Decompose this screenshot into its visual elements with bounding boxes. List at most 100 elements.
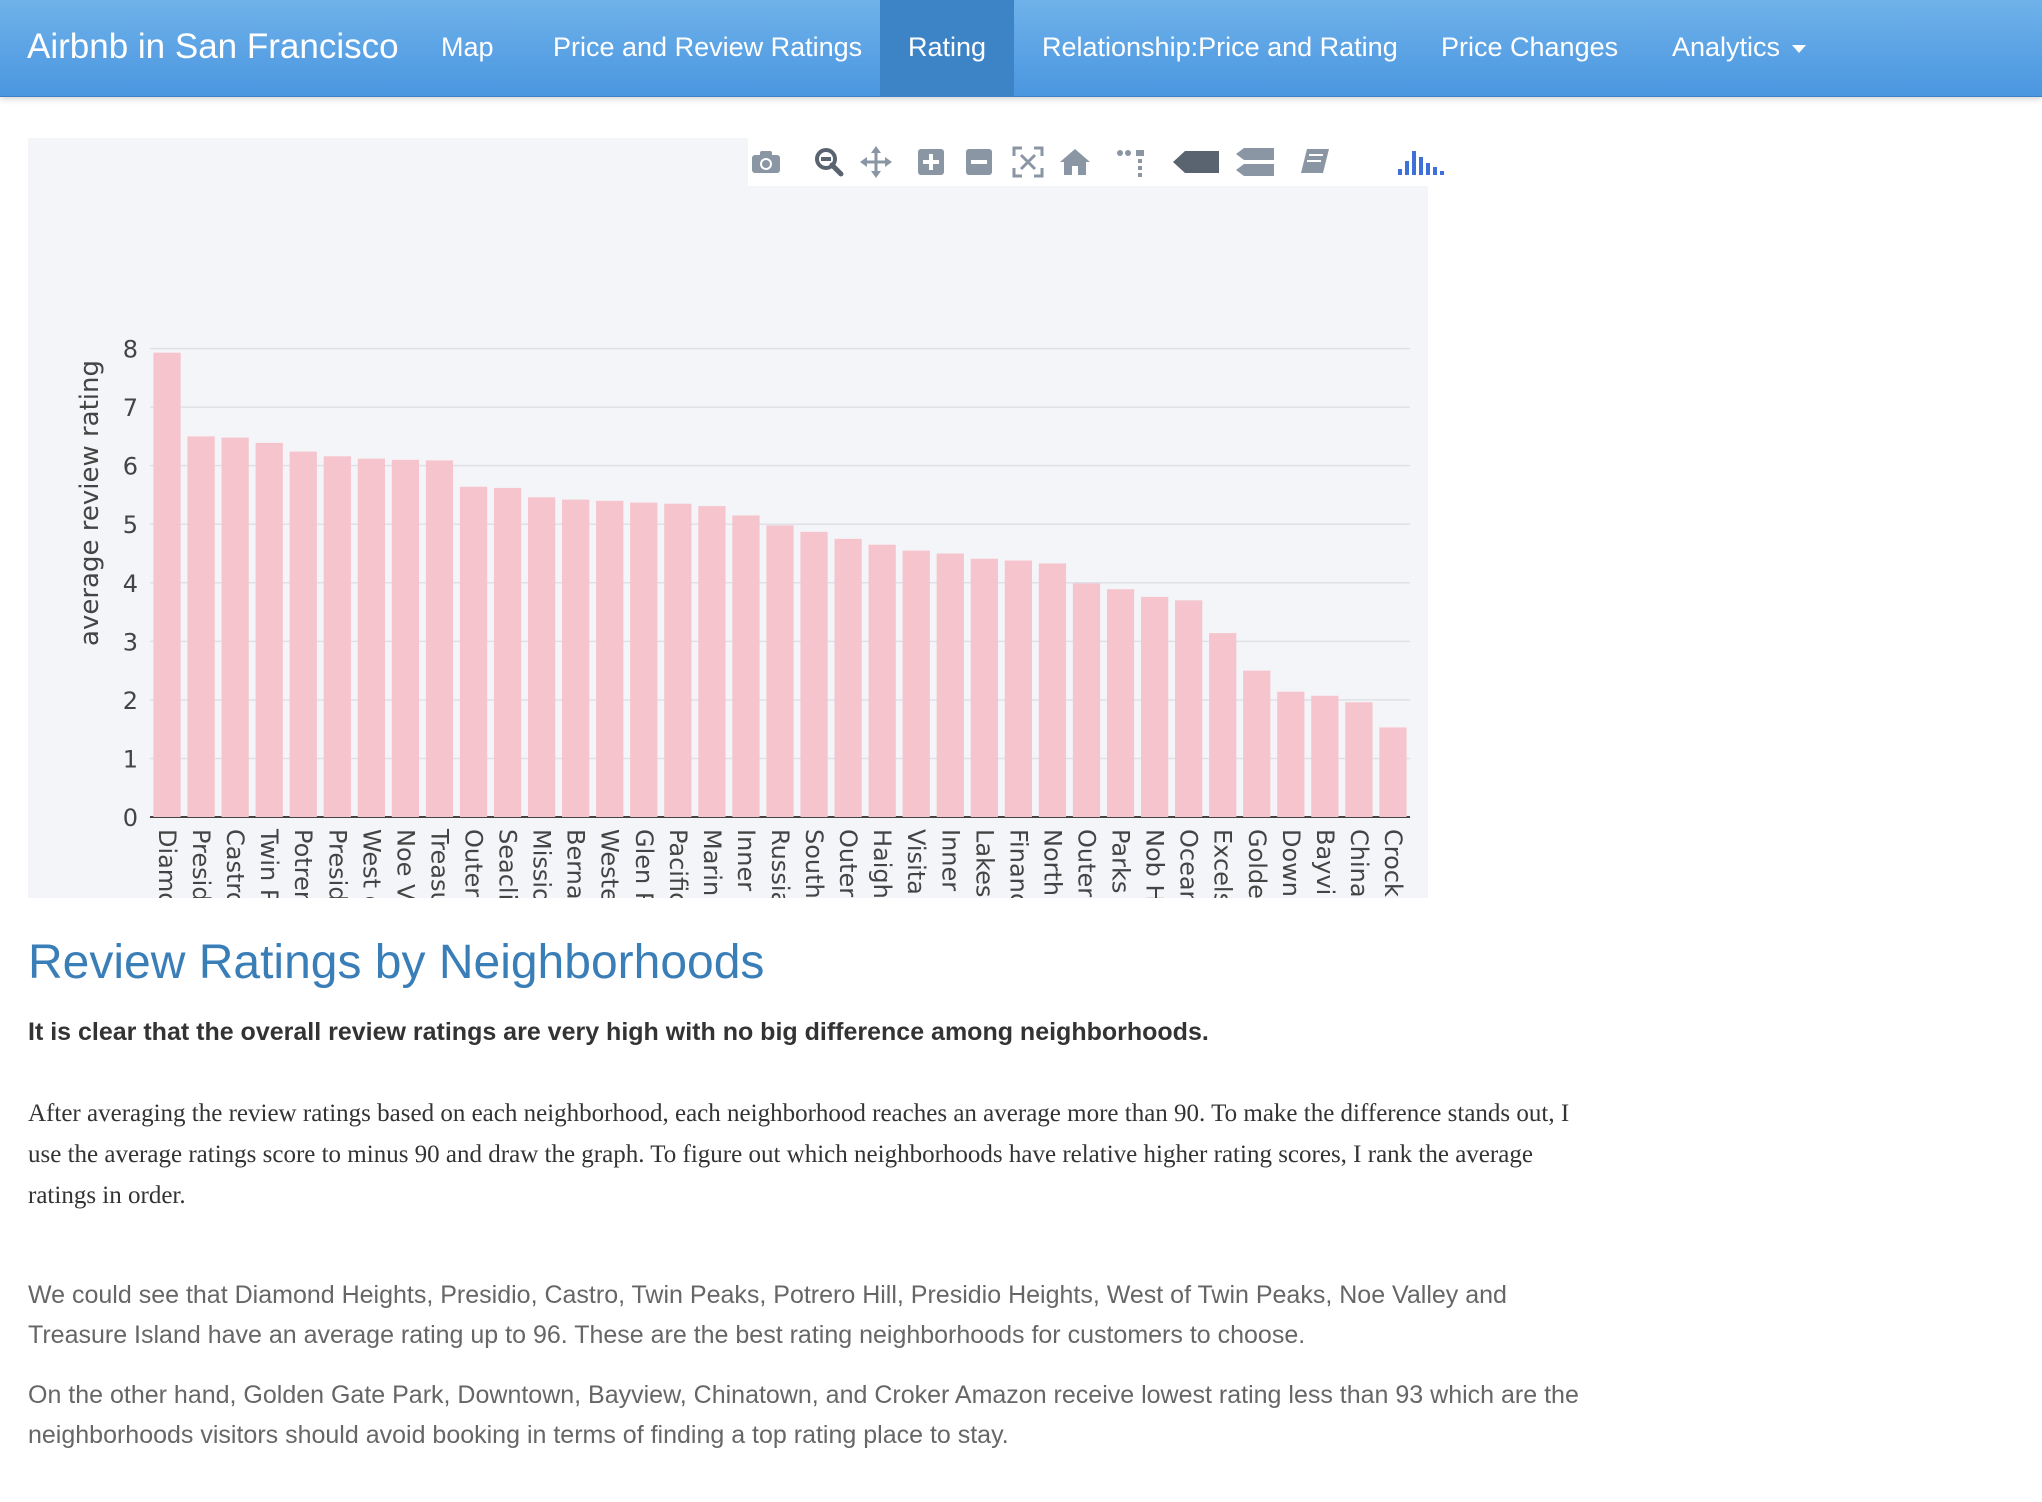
- chart-bars: [153, 352, 1407, 817]
- chart-bar[interactable]: [698, 506, 726, 817]
- edit-in-chart-studio-icon[interactable]: [1298, 147, 1332, 177]
- hover-compare-icon[interactable]: [1234, 147, 1278, 177]
- top-navbar: Airbnb in San Francisco Map Price and Re…: [0, 0, 2042, 97]
- chart-bar[interactable]: [1345, 702, 1373, 817]
- x-tick-label: Parks: [1107, 829, 1135, 893]
- x-tick-label: Lakes: [970, 829, 998, 897]
- nav-analytics-dropdown[interactable]: Analytics: [1644, 0, 1834, 96]
- section-title: Review Ratings by Neighborhoods: [28, 936, 765, 989]
- toggle-spike-lines-icon[interactable]: [1115, 147, 1149, 177]
- x-tick-label: Outer: [1072, 829, 1100, 897]
- autoscale-icon[interactable]: [1011, 146, 1045, 178]
- nav-relationship-price-and-rating[interactable]: Relationship:Price and Rating: [1042, 32, 1398, 62]
- plotly-logo-icon[interactable]: [1396, 147, 1446, 177]
- chart-bar[interactable]: [459, 486, 488, 817]
- x-tick-label: North: [1038, 829, 1066, 896]
- nav-price-changes[interactable]: Price Changes: [1441, 32, 1619, 62]
- chart-bar[interactable]: [493, 487, 522, 817]
- chart-bar[interactable]: [357, 458, 385, 817]
- pan-icon[interactable]: [859, 146, 893, 178]
- chart-modebar: [748, 138, 1453, 186]
- x-tick-label: Haight: [868, 829, 896, 898]
- chart-bar[interactable]: [289, 451, 317, 817]
- x-tick-label: Presid: [323, 829, 351, 898]
- chart-bar[interactable]: [868, 544, 896, 817]
- x-tick-label: Outer: [460, 829, 488, 897]
- chart-bar[interactable]: [1038, 563, 1067, 817]
- y-tick-label: 1: [123, 745, 138, 773]
- x-tick-label: Inner: [936, 829, 964, 891]
- chart-bar[interactable]: [732, 515, 760, 817]
- nav-rating[interactable]: Rating: [880, 0, 1015, 96]
- x-tick-label: Visita: [902, 829, 930, 895]
- chart-bar[interactable]: [1209, 633, 1237, 817]
- caret-down-icon: [1792, 44, 1807, 53]
- x-tick-label: Weste: [596, 829, 624, 898]
- chart-bar[interactable]: [221, 437, 249, 817]
- chart-bar[interactable]: [834, 538, 862, 817]
- x-tick-label: West o: [357, 829, 385, 898]
- x-tick-label: Golde: [1243, 829, 1271, 898]
- chart-bar[interactable]: [1277, 691, 1305, 817]
- x-tick-label: Russia: [766, 829, 794, 898]
- y-tick-label: 7: [123, 394, 138, 422]
- chart-x-ticks: Diamo Presid Castro Twin P Potrer Presid West …: [153, 828, 1407, 898]
- nav-price-and-review-ratings[interactable]: Price and Review Ratings: [553, 32, 863, 62]
- x-tick-label: South: [800, 829, 828, 898]
- x-tick-label: Missio: [528, 829, 556, 898]
- chart-bar[interactable]: [1175, 600, 1203, 817]
- chart-bar[interactable]: [596, 500, 624, 817]
- nav-analytics-label: Analytics: [1672, 32, 1781, 62]
- lead-statement: It is clear that the overall review rati…: [28, 1018, 1209, 1046]
- chart-bar[interactable]: [255, 442, 283, 817]
- chart-bar[interactable]: [153, 352, 181, 817]
- chart-bar[interactable]: [562, 499, 590, 817]
- chart-bar[interactable]: [970, 558, 998, 817]
- camera-icon[interactable]: [749, 147, 783, 177]
- y-axis-title: average review rating: [75, 360, 105, 646]
- y-tick-label: 3: [123, 628, 138, 656]
- x-tick-label: Glen P: [630, 829, 658, 898]
- chart-bar[interactable]: [1140, 596, 1169, 817]
- y-tick-label: 2: [123, 687, 138, 715]
- chart-bar[interactable]: [800, 531, 828, 817]
- x-tick-label: Marin: [698, 829, 726, 896]
- hover-closest-icon[interactable]: [1172, 147, 1222, 177]
- x-tick-label: Outer: [834, 829, 862, 897]
- worst-neighborhoods-paragraph: On the other hand, Golden Gate Park, Dow…: [28, 1381, 1579, 1449]
- reset-axes-icon[interactable]: [1058, 147, 1092, 177]
- chart-bar[interactable]: [391, 459, 420, 817]
- zoom-in-icon[interactable]: [914, 147, 948, 177]
- chart-bar[interactable]: [425, 460, 454, 817]
- zoom-icon[interactable]: [812, 147, 846, 177]
- chart-bar[interactable]: [1379, 727, 1407, 817]
- x-tick-label: Nob H: [1141, 829, 1169, 898]
- nav-map[interactable]: Map: [441, 32, 494, 62]
- chart-bar[interactable]: [1106, 589, 1135, 817]
- best-neighborhoods-paragraph: We could see that Diamond Heights, Presi…: [28, 1281, 1507, 1349]
- chart-y-ticks: 0 1 2 3 4 5 6 7 8: [123, 336, 138, 832]
- chart-bar[interactable]: [936, 553, 964, 817]
- x-tick-label: Treasu: [425, 828, 453, 898]
- chart-bar[interactable]: [528, 497, 556, 817]
- x-tick-label: Noe V: [391, 829, 419, 898]
- chart-bar[interactable]: [323, 456, 351, 817]
- chart-bar[interactable]: [902, 550, 930, 817]
- brand-link[interactable]: Airbnb in San Francisco: [27, 27, 399, 66]
- chart-bar[interactable]: [187, 436, 215, 817]
- chart-bar[interactable]: [630, 502, 658, 817]
- chart-bar[interactable]: [1004, 560, 1032, 817]
- x-tick-label: Berna: [562, 829, 590, 898]
- chart-bar[interactable]: [1243, 670, 1271, 817]
- chart-bar[interactable]: [664, 503, 692, 817]
- y-tick-label: 5: [123, 511, 138, 539]
- chart-bar[interactable]: [1311, 695, 1339, 817]
- x-tick-label: Ocean: [1175, 829, 1203, 898]
- zoom-out-icon[interactable]: [962, 147, 996, 177]
- chart-bar[interactable]: [1072, 583, 1101, 817]
- x-tick-label: Twin P: [255, 828, 283, 898]
- chart-bar[interactable]: [766, 525, 794, 817]
- x-tick-label: Crock: [1379, 829, 1407, 897]
- x-tick-label: Presid: [187, 829, 215, 898]
